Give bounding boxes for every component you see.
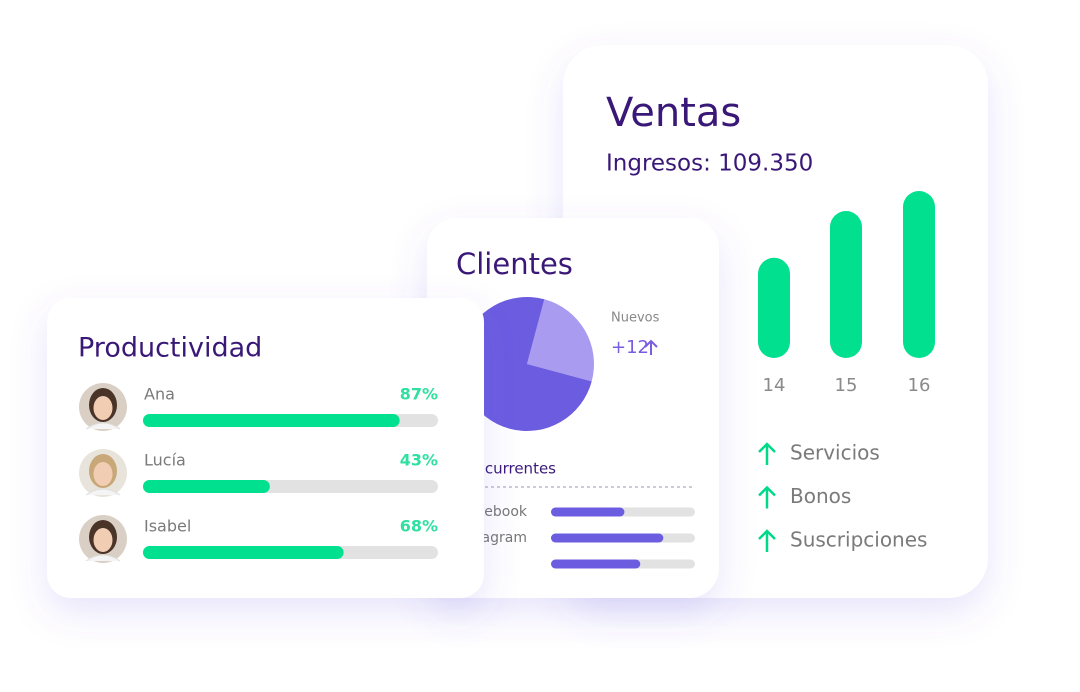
subtitle: Ingresos: 109.350 bbox=[606, 151, 813, 177]
bar bbox=[143, 414, 400, 427]
up-arrow bbox=[758, 442, 776, 465]
up-arrow bbox=[758, 485, 776, 509]
pie-slice bbox=[527, 299, 594, 382]
avatar-face bbox=[93, 396, 113, 420]
card-title: Productividad bbox=[78, 333, 262, 364]
card bbox=[47, 298, 484, 598]
bar bbox=[551, 507, 625, 517]
up-arrow bbox=[644, 339, 658, 355]
percent-label: 68% bbox=[400, 517, 438, 536]
avatar-face bbox=[93, 462, 113, 486]
list-item: Servicios bbox=[790, 441, 880, 465]
avatar-body bbox=[85, 422, 121, 430]
percent-label: 87% bbox=[400, 385, 438, 404]
person-name: Ana bbox=[144, 385, 175, 404]
bar-label: 15 bbox=[835, 375, 858, 396]
person-name: Isabel bbox=[144, 517, 191, 536]
bar-label: 16 bbox=[908, 375, 931, 396]
person-name: Lucía bbox=[144, 451, 186, 470]
list-item: Suscripciones bbox=[790, 528, 927, 552]
bar bbox=[903, 191, 935, 358]
card-title: Clientes bbox=[456, 247, 573, 281]
pie-slice bbox=[460, 297, 592, 431]
bar bbox=[551, 533, 664, 543]
nuevos-label: Nuevos bbox=[611, 311, 660, 326]
bar bbox=[143, 546, 344, 559]
percent-label: 43% bbox=[400, 451, 438, 470]
clientes-card: Clientes Nuevos +12 Recurrentes Facebook… bbox=[427, 218, 719, 598]
bar bbox=[143, 480, 270, 493]
card-title: Ventas bbox=[606, 90, 741, 136]
up-arrow bbox=[758, 529, 776, 552]
recurrentes-label: Recurrentes bbox=[466, 460, 556, 478]
avatar-body bbox=[85, 488, 121, 496]
avatar-face bbox=[93, 528, 113, 552]
bar bbox=[551, 559, 641, 569]
nuevos-value: +12 bbox=[611, 337, 649, 358]
bar-label: 14 bbox=[763, 375, 786, 396]
list-item: Bonos bbox=[790, 484, 851, 508]
productividad-card: Productividad Ana 87% Lucía 43% Isabel 68% bbox=[47, 298, 484, 598]
bar bbox=[758, 257, 790, 358]
bar bbox=[830, 211, 862, 358]
avatar-body bbox=[85, 554, 121, 562]
